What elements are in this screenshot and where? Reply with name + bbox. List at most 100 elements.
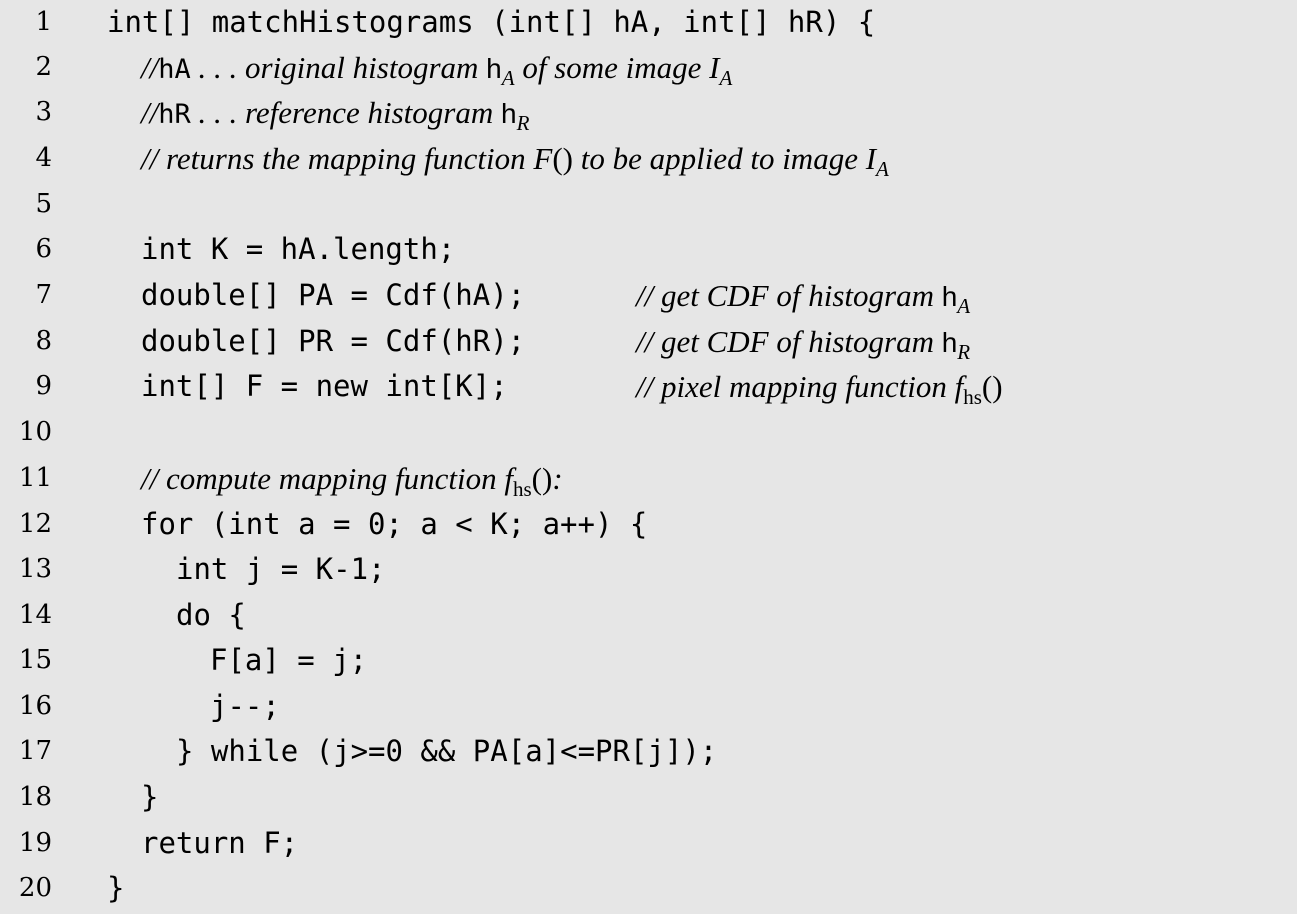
code-line: 3 //hR . . . reference histogram hR bbox=[0, 90, 1297, 135]
line-number: 10 bbox=[18, 417, 52, 447]
comment-slashes: // bbox=[141, 50, 159, 85]
comment: //hA . . . original histogram hA of some… bbox=[141, 45, 732, 101]
code-line: 10 bbox=[0, 410, 1297, 455]
line-number: 19 bbox=[18, 828, 52, 858]
line-number: 11 bbox=[18, 463, 52, 493]
comment-var: hR bbox=[158, 99, 191, 130]
code-line: 7 double[] PA = Cdf(hA); // get CDF of h… bbox=[0, 273, 1297, 318]
comment: // get CDF of histogram hR bbox=[636, 319, 970, 375]
code-line: 16 j--; bbox=[0, 684, 1297, 729]
comment: // pixel mapping function fhs() bbox=[636, 364, 1003, 420]
code-line: 4 // returns the mapping function F() to… bbox=[0, 136, 1297, 181]
symbol-subscript: R bbox=[957, 340, 971, 364]
code-text: int K = hA.length; bbox=[141, 232, 456, 266]
code-line: 5 bbox=[0, 182, 1297, 227]
code-line: 13 int j = K-1; bbox=[0, 547, 1297, 592]
comment-text: compute mapping function bbox=[158, 461, 505, 496]
line-number: 14 bbox=[18, 600, 52, 630]
code-text: } bbox=[107, 871, 125, 905]
line-number: 4 bbox=[35, 143, 52, 173]
comment-slashes: // bbox=[141, 461, 159, 496]
comment-text: . . . reference histogram bbox=[190, 95, 501, 130]
comment-tail: to be applied to image bbox=[572, 141, 866, 176]
line-number: 13 bbox=[18, 554, 52, 584]
function-parens: () bbox=[552, 141, 573, 176]
line-number: 20 bbox=[18, 873, 52, 903]
comment: // compute mapping function fhs(): bbox=[141, 456, 563, 512]
code-text: return F; bbox=[141, 826, 299, 860]
comment-text: get CDF of histogram bbox=[653, 278, 942, 313]
code-line: 1 int[] matchHistograms (int[] hA, int[]… bbox=[0, 0, 1297, 45]
line-number: 2 bbox=[35, 52, 52, 82]
code-line: 11 // compute mapping function fhs(): bbox=[0, 456, 1297, 501]
histogram-symbol: h bbox=[486, 53, 502, 84]
comment-tail: : bbox=[552, 461, 563, 496]
code-line: 15 F[a] = j; bbox=[0, 638, 1297, 683]
line-number: 17 bbox=[18, 736, 52, 766]
code-text: F[a] = j; bbox=[210, 643, 368, 677]
image-symbol: I bbox=[865, 141, 877, 176]
code-line: 18 } bbox=[0, 775, 1297, 820]
code-line: 17 } while (j>=0 && PA[a]<=PR[j]); bbox=[0, 729, 1297, 774]
code-line: 9 int[] F = new int[K]; // pixel mapping… bbox=[0, 364, 1297, 409]
comment-text: get CDF of histogram bbox=[653, 324, 942, 359]
function-parens: () bbox=[531, 461, 553, 496]
comment-slashes: // bbox=[141, 95, 159, 130]
symbol-subscript: R bbox=[516, 111, 530, 135]
line-number: 12 bbox=[18, 509, 52, 539]
function-parens: () bbox=[981, 369, 1003, 404]
comment: //hR . . . reference histogram hR bbox=[141, 90, 529, 146]
histogram-symbol: h bbox=[941, 281, 958, 312]
code-text: double[] PR = Cdf(hR); bbox=[141, 324, 526, 358]
comment-text: pixel mapping function bbox=[653, 369, 955, 404]
line-number: 15 bbox=[18, 645, 52, 675]
function-subscript: hs bbox=[963, 385, 982, 409]
function-symbol: f bbox=[504, 461, 513, 496]
comment-slashes: // bbox=[636, 278, 654, 313]
function-symbol: F bbox=[533, 141, 553, 176]
function-subscript: hs bbox=[512, 477, 532, 501]
code-text: do { bbox=[176, 598, 246, 632]
image-symbol: I bbox=[709, 50, 720, 85]
histogram-symbol: h bbox=[941, 327, 958, 358]
comment-text: . . . original histogram bbox=[190, 50, 487, 85]
code-text: } bbox=[141, 780, 159, 814]
histogram-symbol: h bbox=[500, 98, 517, 129]
line-number: 8 bbox=[35, 326, 52, 356]
comment-slashes: // bbox=[636, 324, 654, 359]
code-text: j--; bbox=[210, 689, 280, 723]
comment-slashes: // bbox=[141, 141, 159, 176]
comment: // returns the mapping function F() to b… bbox=[141, 136, 889, 192]
code-text: double[] PA = Cdf(hA); bbox=[141, 278, 526, 312]
code-text: int[] matchHistograms (int[] hA, int[] h… bbox=[107, 5, 876, 39]
image-subscript: A bbox=[719, 66, 733, 90]
comment-tail: of some image bbox=[514, 50, 710, 85]
code-line: 19 return F; bbox=[0, 821, 1297, 866]
image-subscript: A bbox=[876, 157, 889, 181]
code-text: int j = K-1; bbox=[176, 552, 386, 586]
line-number: 5 bbox=[35, 189, 52, 219]
line-number: 18 bbox=[18, 782, 52, 812]
line-number: 3 bbox=[35, 97, 52, 127]
line-number: 7 bbox=[35, 280, 52, 310]
line-number: 16 bbox=[18, 691, 52, 721]
code-line: 6 int K = hA.length; bbox=[0, 227, 1297, 272]
code-text: } while (j>=0 && PA[a]<=PR[j]); bbox=[176, 734, 718, 768]
line-number: 6 bbox=[35, 234, 52, 264]
symbol-subscript: A bbox=[501, 66, 515, 90]
comment-text: returns the mapping function bbox=[158, 141, 534, 176]
comment: // get CDF of histogram hA bbox=[636, 273, 970, 329]
symbol-subscript: A bbox=[957, 294, 971, 318]
line-number: 1 bbox=[35, 7, 52, 37]
line-number: 9 bbox=[35, 371, 52, 401]
code-line: 14 do { bbox=[0, 593, 1297, 638]
comment-slashes: // bbox=[636, 369, 654, 404]
code-line: 12 for (int a = 0; a < K; a++) { bbox=[0, 502, 1297, 547]
function-symbol: f bbox=[954, 369, 964, 404]
code-line: 2 //hA . . . original histogram hA of so… bbox=[0, 45, 1297, 90]
code-line: 8 double[] PR = Cdf(hR); // get CDF of h… bbox=[0, 319, 1297, 364]
code-line: 20 } bbox=[0, 866, 1297, 911]
code-text: for (int a = 0; a < K; a++) { bbox=[141, 507, 648, 541]
code-text: int[] F = new int[K]; bbox=[141, 369, 508, 403]
